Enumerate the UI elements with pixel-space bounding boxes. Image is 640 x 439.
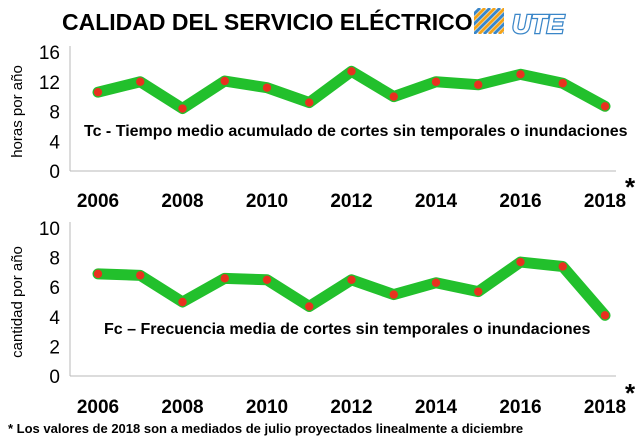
x-tick-label: 2006 xyxy=(77,397,119,418)
series-line xyxy=(92,65,611,115)
x-tick-label: 2018 xyxy=(584,191,626,212)
data-point xyxy=(474,80,483,89)
data-point xyxy=(516,257,525,267)
y-tick-label: 4 xyxy=(49,308,60,329)
x-tick-label: 2012 xyxy=(330,191,372,212)
y-tick-label: 0 xyxy=(49,162,60,183)
y-tick-label: 16 xyxy=(39,43,60,64)
data-point xyxy=(178,104,187,113)
x-tick-label: 2010 xyxy=(246,397,288,418)
data-point xyxy=(220,76,229,86)
y-tick-label: 4 xyxy=(49,132,60,153)
data-point xyxy=(93,87,103,97)
data-point xyxy=(389,92,398,101)
data-point xyxy=(347,67,356,76)
data-point xyxy=(431,77,441,86)
data-point xyxy=(305,98,314,107)
x-tick-label: 2010 xyxy=(246,191,288,212)
footnote: * Los valores de 2018 son a mediados de … xyxy=(8,421,523,436)
ute-logo-mark-icon xyxy=(474,8,504,34)
chart-tc: 0 4 8 12 16 2006 2008 2010 2012 2014 2016 2018* hora… xyxy=(9,43,636,212)
ute-logo: UTE xyxy=(474,8,566,40)
series-line xyxy=(92,256,611,321)
y-tick-label: 8 xyxy=(49,249,60,270)
y-tick-label: 10 xyxy=(39,219,60,240)
x-tick-label: 2008 xyxy=(161,397,203,418)
data-point xyxy=(474,287,483,296)
y-axis-label: horas por año xyxy=(9,65,26,158)
chart-fc: 0 2 4 6 8 10 2006 2008 2010 2012 2014 2016 2018* cant… xyxy=(9,219,636,418)
y-axis-label: cantidad por año xyxy=(9,246,26,358)
data-point xyxy=(178,297,187,307)
data-point xyxy=(136,271,145,280)
data-point xyxy=(516,70,525,79)
data-point xyxy=(600,102,610,111)
series-annotation: Tc - Tiempo medio acumulado de cortes si… xyxy=(84,123,628,140)
x-tick-label: 2008 xyxy=(161,191,203,212)
x-axis-asterisk: * xyxy=(625,172,636,202)
x-tick-label: 2018 xyxy=(584,397,626,418)
x-tick-label: 2012 xyxy=(330,397,372,418)
data-point xyxy=(136,77,145,86)
chart-title: CALIDAD DEL SERVICIO ELÉCTRICO xyxy=(62,8,473,35)
data-point xyxy=(431,278,441,287)
y-tick-label: 2 xyxy=(49,337,60,358)
data-point xyxy=(558,79,567,88)
data-point xyxy=(220,274,229,283)
x-tick-label: 2016 xyxy=(499,191,541,212)
data-point xyxy=(389,290,398,299)
x-tick-label: 2006 xyxy=(77,191,119,212)
data-point xyxy=(347,275,356,284)
y-tick-label: 8 xyxy=(49,103,60,124)
data-point xyxy=(262,83,272,92)
data-point xyxy=(262,275,272,284)
ute-logo-text: UTE xyxy=(512,9,565,39)
x-tick-label: 2014 xyxy=(415,191,458,212)
y-tick-label: 0 xyxy=(49,367,60,388)
data-point xyxy=(600,311,610,320)
y-tick-label: 6 xyxy=(49,278,60,299)
y-tick-label: 12 xyxy=(39,73,60,94)
x-tick-label: 2016 xyxy=(499,397,541,418)
data-point xyxy=(558,262,567,271)
data-point xyxy=(305,302,314,311)
x-axis-asterisk: * xyxy=(625,378,636,408)
series-annotation: Fc – Frecuencia media de cortes sin temp… xyxy=(104,321,590,338)
x-tick-label: 2014 xyxy=(415,397,458,418)
data-point xyxy=(93,269,103,279)
